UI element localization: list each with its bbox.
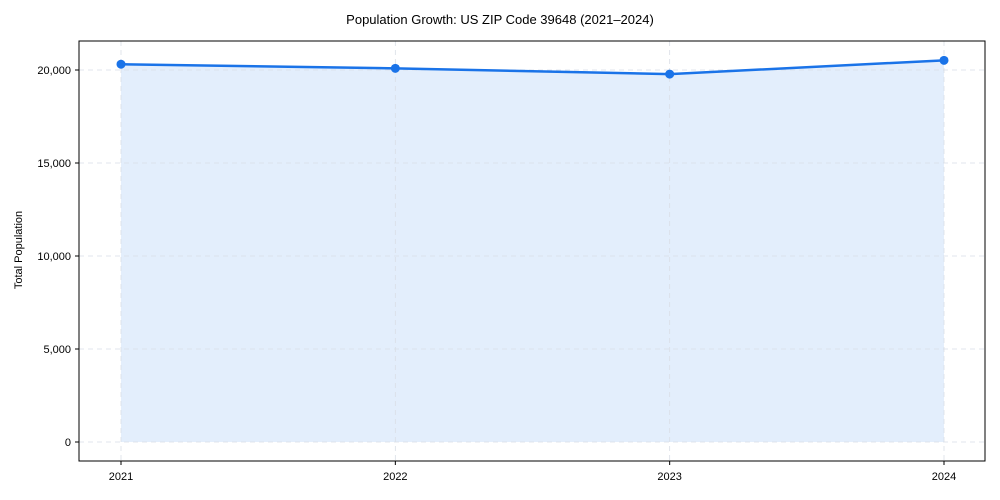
x-tick-label: 2022 (383, 471, 407, 483)
x-tick-label: 2021 (109, 471, 133, 483)
y-tick-label: 0 (65, 437, 71, 449)
chart-title: Population Growth: US ZIP Code 39648 (20… (346, 12, 654, 27)
y-tick-label: 5,000 (43, 344, 71, 356)
y-tick-label: 15,000 (37, 158, 71, 170)
area-fill (121, 60, 944, 442)
data-line (120, 59, 945, 76)
data-point (390, 63, 400, 73)
y-tick-label: 20,000 (37, 65, 71, 77)
data-point (939, 55, 949, 65)
data-point (116, 59, 126, 69)
data-point (665, 69, 675, 79)
x-tick-label: 2024 (932, 471, 956, 483)
plot-frame (78, 40, 986, 462)
y-tick-label: 10,000 (37, 251, 71, 263)
x-tick-label: 2023 (657, 471, 681, 483)
